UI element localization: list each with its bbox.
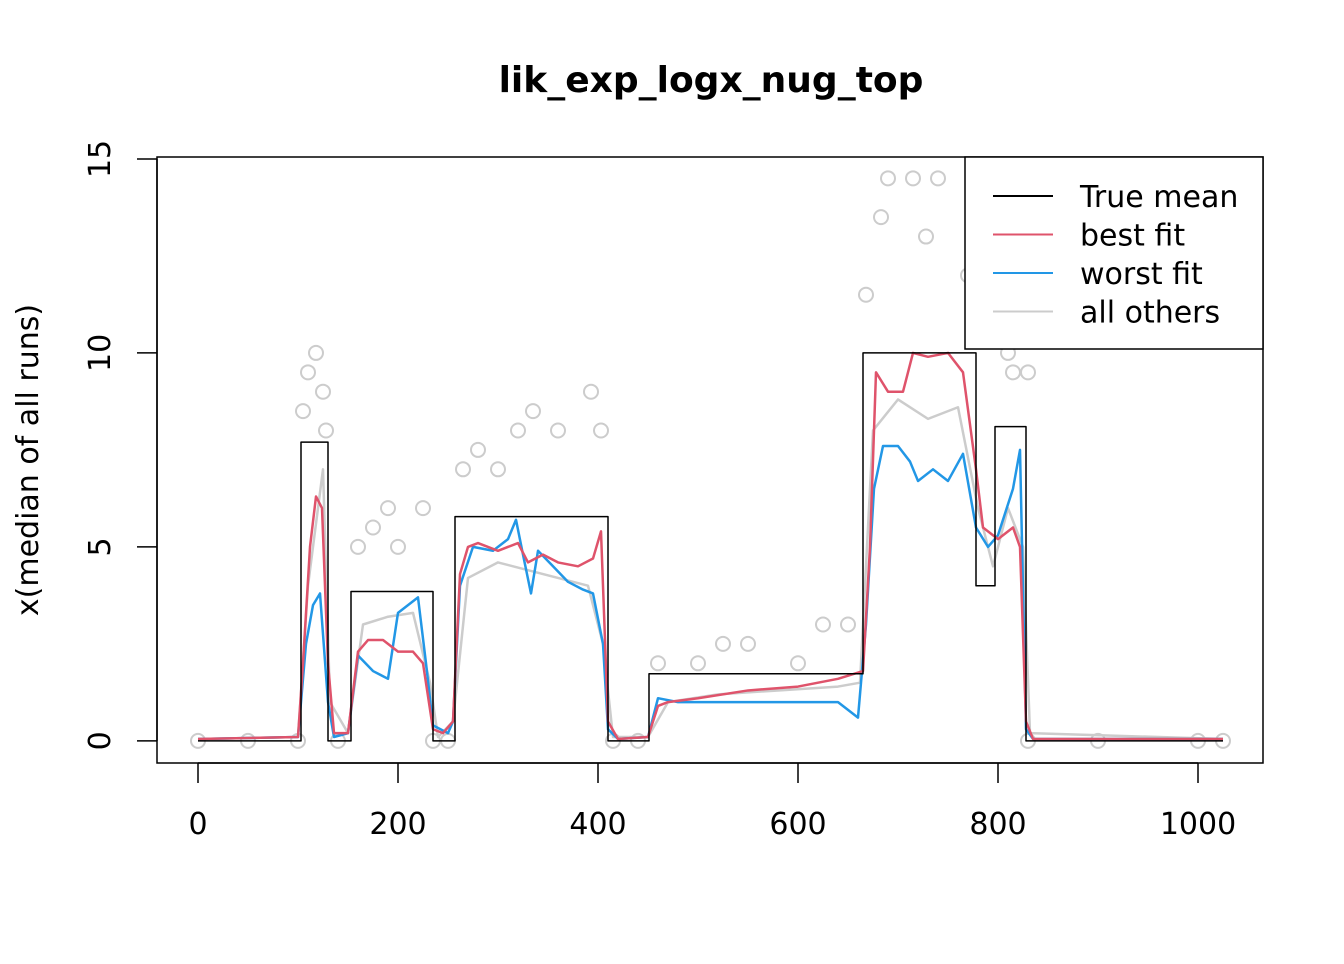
y-axis-label: x(median of all runs) bbox=[11, 304, 46, 616]
data-point bbox=[930, 170, 946, 187]
legend-label: all others bbox=[1080, 296, 1220, 331]
series-line bbox=[198, 352, 1223, 742]
data-point bbox=[300, 364, 316, 381]
data-point bbox=[790, 655, 806, 672]
data-point bbox=[295, 403, 311, 420]
y-tick-label: 15 bbox=[83, 140, 118, 178]
data-point bbox=[308, 344, 324, 361]
legend-label: worst fit bbox=[1080, 257, 1203, 292]
legend-box bbox=[964, 156, 1264, 350]
data-point bbox=[593, 422, 609, 439]
data-point bbox=[510, 422, 526, 439]
x-tick-label: 600 bbox=[769, 807, 826, 842]
data-point bbox=[740, 635, 756, 652]
x-tick-label: 1000 bbox=[1160, 807, 1236, 842]
data-point bbox=[415, 500, 431, 517]
data-point bbox=[905, 170, 921, 187]
legend-label: True mean bbox=[1079, 180, 1238, 215]
data-point bbox=[490, 461, 506, 478]
data-point bbox=[315, 383, 331, 400]
plot-frame bbox=[156, 156, 1264, 764]
data-point bbox=[1020, 364, 1036, 381]
data-point bbox=[470, 441, 486, 458]
data-point bbox=[815, 616, 831, 633]
data-point bbox=[390, 538, 406, 555]
legend-label: best fit bbox=[1080, 219, 1185, 254]
data-point bbox=[690, 655, 706, 672]
x-tick-label: 0 bbox=[188, 807, 207, 842]
data-point bbox=[840, 616, 856, 633]
data-point bbox=[365, 519, 381, 536]
data-point bbox=[380, 500, 396, 517]
data-point bbox=[525, 403, 541, 420]
data-point bbox=[880, 170, 896, 187]
data-point bbox=[318, 422, 334, 439]
data-point bbox=[715, 635, 731, 652]
data-point bbox=[858, 286, 874, 303]
data-point bbox=[350, 538, 366, 555]
data-point bbox=[918, 228, 934, 245]
x-tick-label: 800 bbox=[969, 807, 1026, 842]
data-point bbox=[650, 655, 666, 672]
y-tick-label: 0 bbox=[83, 731, 118, 750]
chart-title: lik_exp_logx_nug_top bbox=[499, 60, 924, 101]
x-tick-label: 200 bbox=[369, 807, 426, 842]
data-point bbox=[583, 383, 599, 400]
data-point bbox=[455, 461, 471, 478]
data-point bbox=[550, 422, 566, 439]
series-line bbox=[197, 444, 1223, 741]
data-point bbox=[1005, 364, 1021, 381]
data-point bbox=[873, 209, 889, 226]
x-tick-label: 400 bbox=[569, 807, 626, 842]
y-tick-label: 5 bbox=[83, 537, 118, 556]
y-tick-label: 10 bbox=[83, 334, 118, 372]
